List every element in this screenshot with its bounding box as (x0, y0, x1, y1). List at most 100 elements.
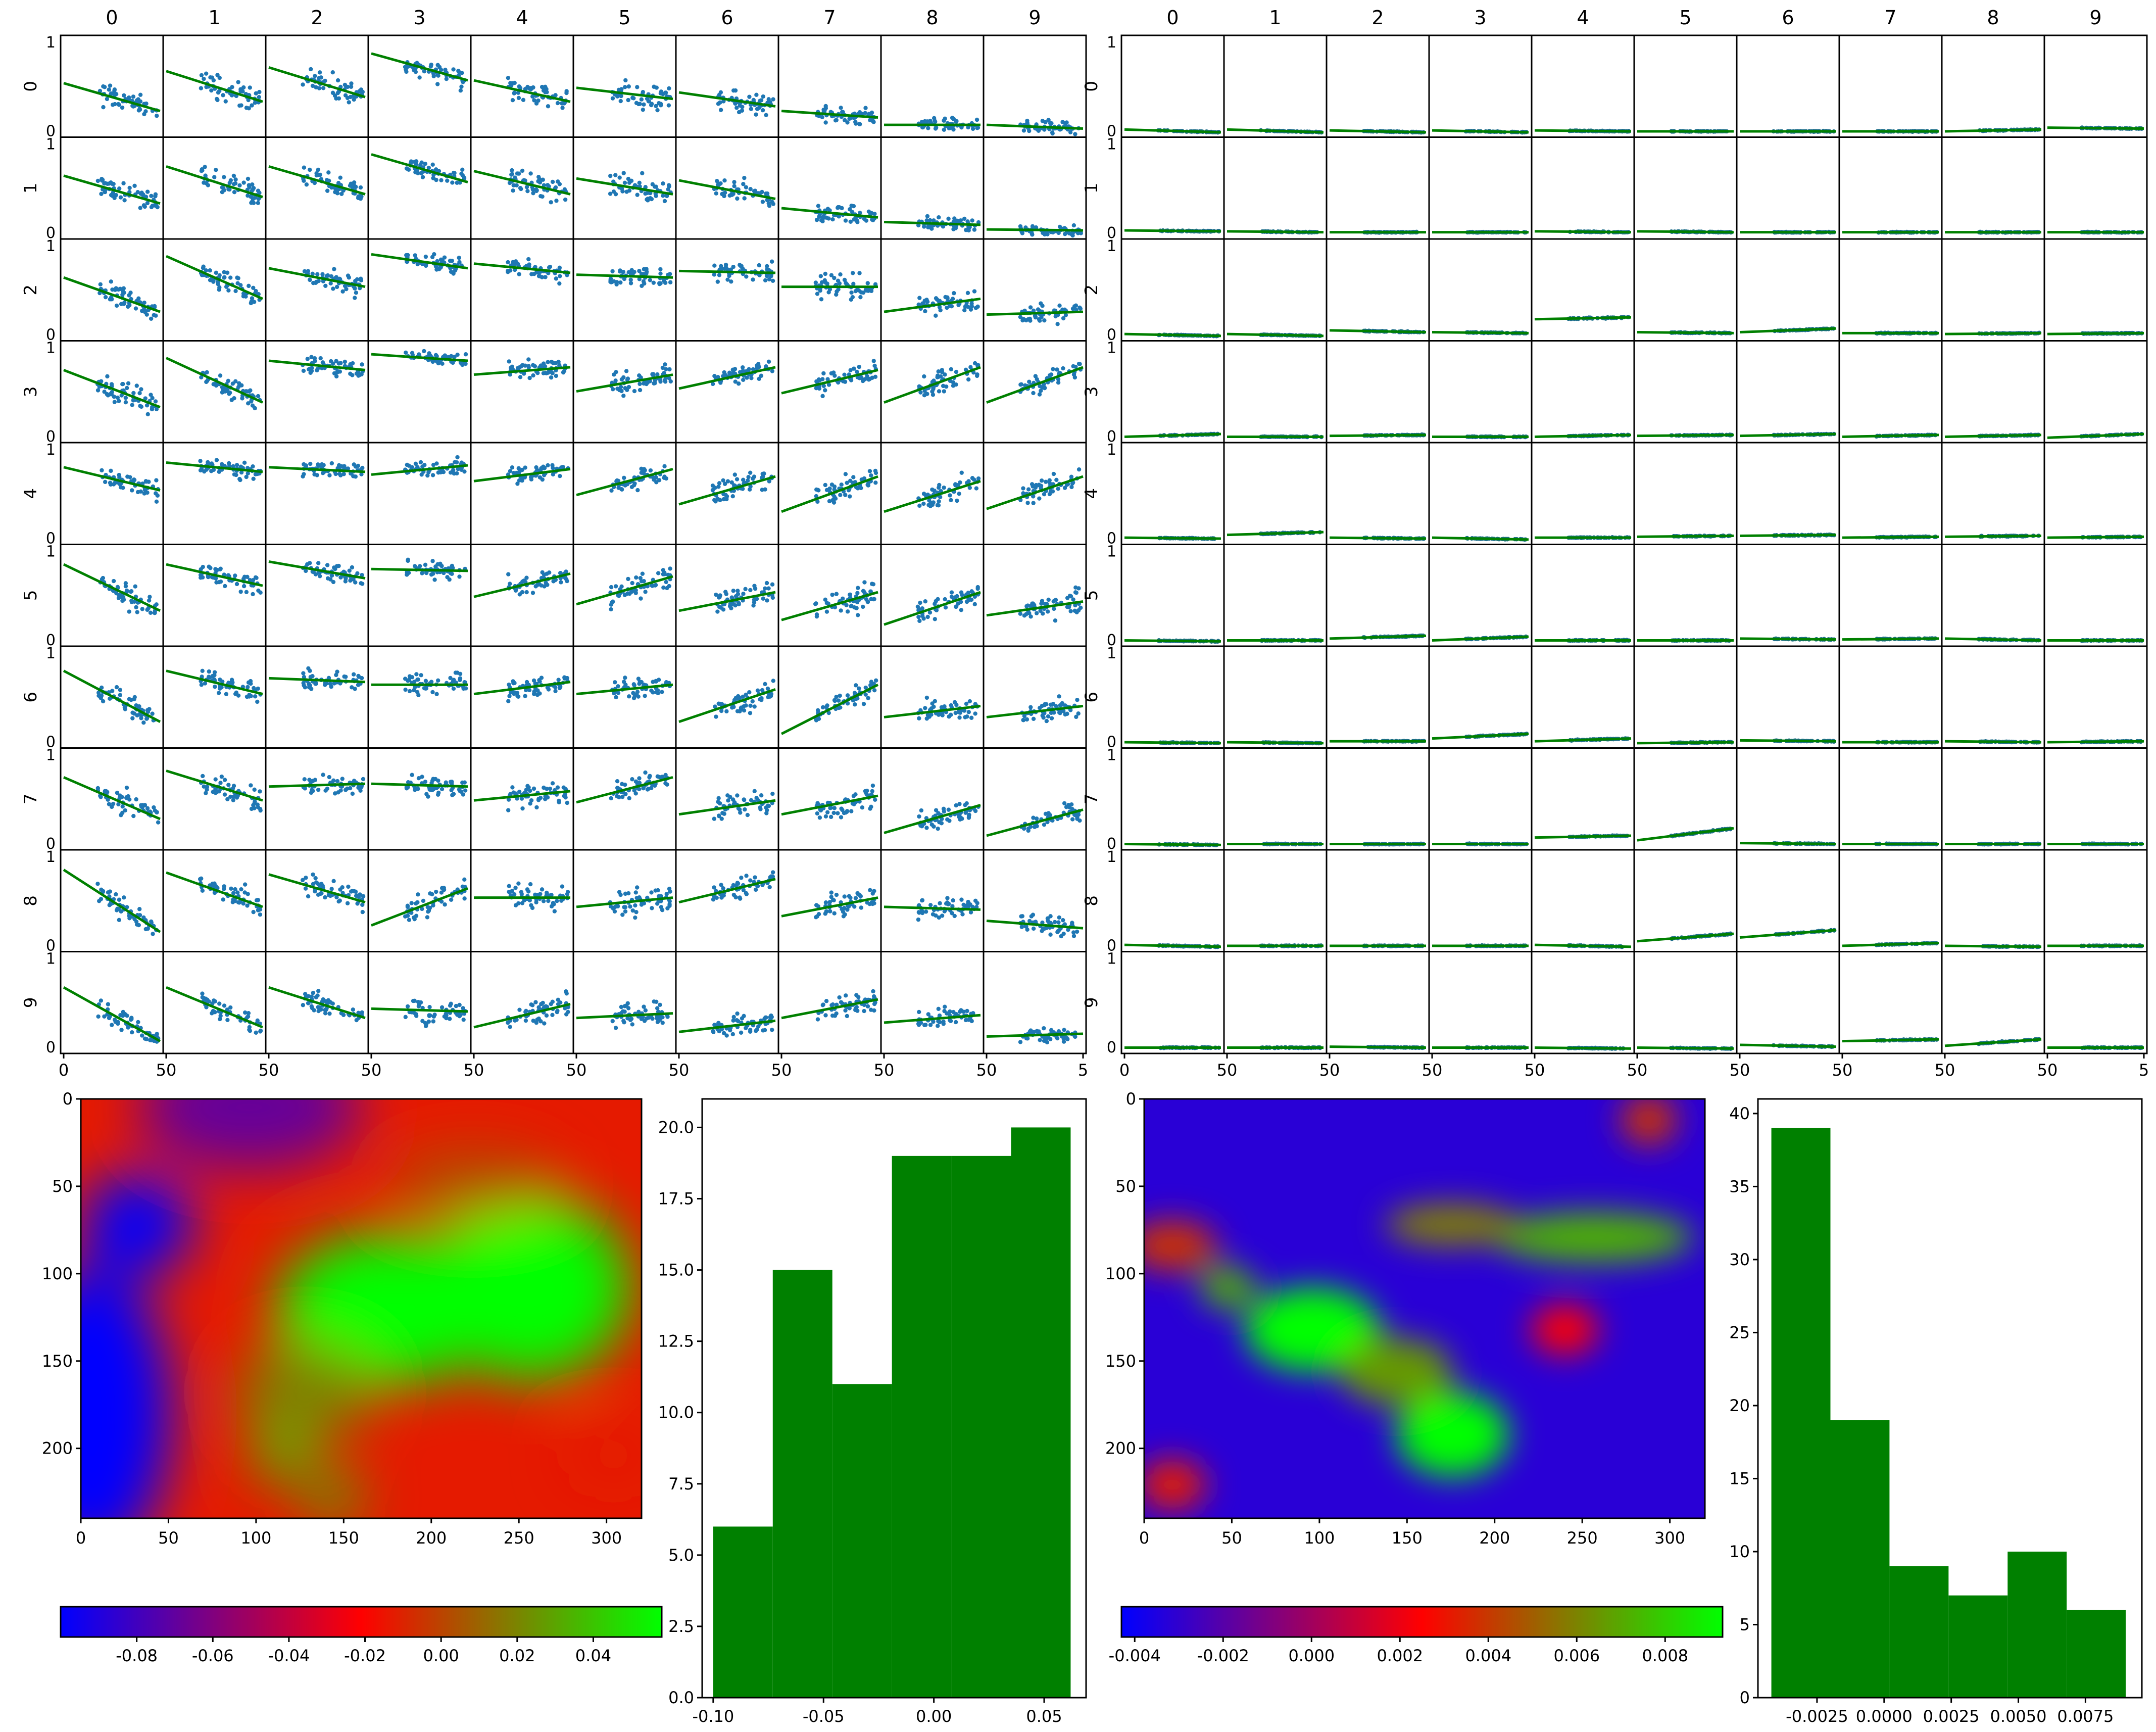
data-point (141, 203, 146, 208)
data-point (257, 89, 262, 94)
data-point (1065, 711, 1069, 716)
data-point (747, 94, 752, 99)
data-point (433, 777, 438, 782)
cell-frame (367, 136, 472, 240)
data-point (818, 274, 823, 278)
data-point (836, 205, 841, 210)
cell-frame (880, 747, 985, 851)
data-point (1046, 597, 1051, 602)
data-point (956, 601, 960, 606)
data-point (538, 363, 543, 368)
data-point (510, 364, 514, 369)
data-point (870, 119, 875, 123)
data-point (344, 576, 348, 581)
data-point (99, 191, 104, 196)
data-point (149, 194, 154, 199)
data-point (560, 884, 565, 889)
data-point (1030, 224, 1035, 229)
data-point (613, 173, 618, 177)
scatter-points (199, 165, 262, 205)
data-point (641, 107, 646, 112)
data-point (520, 806, 525, 811)
data-point (864, 597, 869, 602)
data-point (221, 897, 226, 902)
data-point (326, 170, 331, 175)
data-point (626, 98, 630, 103)
data-point (618, 99, 623, 104)
data-point (126, 381, 131, 386)
data-point (405, 913, 410, 918)
data-point (925, 614, 930, 619)
data-point (311, 872, 315, 877)
data-point (742, 175, 747, 180)
data-point (833, 118, 838, 123)
data-point (421, 898, 426, 903)
data-point (917, 618, 922, 623)
data-point (533, 584, 538, 589)
data-point (448, 676, 453, 681)
data-point (361, 894, 366, 898)
data-point (143, 927, 148, 932)
data-point (929, 822, 934, 827)
data-point (150, 711, 155, 716)
data-point (1053, 598, 1058, 602)
data-point (530, 187, 535, 192)
data-point (1071, 223, 1076, 228)
data-point (203, 681, 208, 686)
data-point (732, 184, 737, 188)
data-point (843, 472, 848, 476)
data-point (974, 486, 979, 491)
data-point (97, 88, 103, 93)
data-point (650, 584, 655, 588)
data-point (106, 890, 111, 895)
data-point (316, 561, 321, 565)
data-point (655, 774, 660, 779)
data-point (233, 887, 237, 892)
cell-frame (265, 340, 369, 444)
data-point (829, 482, 835, 487)
fit-line (63, 869, 161, 933)
data-point (113, 92, 117, 98)
figure-layer: 0 1 2 3 4 5 6 7 8 9010110210310410510610710810910… (21, 7, 2149, 1726)
data-point (154, 499, 159, 504)
data-point (1042, 232, 1047, 237)
data-point (850, 295, 855, 300)
data-point (667, 584, 671, 589)
data-point (516, 95, 521, 101)
data-point (512, 80, 517, 85)
data-point (103, 479, 108, 485)
data-point (1042, 822, 1047, 827)
data-point (537, 177, 542, 181)
data-point (323, 283, 328, 288)
data-point (614, 695, 618, 700)
data-point (1028, 705, 1033, 709)
scatter-points (1019, 801, 1082, 833)
data-point (154, 491, 158, 496)
scatter-cell (983, 544, 1087, 647)
data-point (848, 478, 853, 483)
data-point (723, 590, 728, 594)
data-point (424, 570, 429, 575)
data-point (349, 889, 354, 894)
data-point (407, 674, 412, 679)
data-point (966, 377, 971, 382)
data-point (656, 691, 660, 696)
data-point (975, 372, 979, 377)
data-point (545, 583, 550, 587)
data-point (966, 813, 971, 819)
data-point (406, 167, 411, 172)
cell-frame (367, 849, 472, 952)
data-point (557, 686, 562, 691)
data-point (339, 191, 344, 197)
data-point (729, 193, 733, 197)
data-point (307, 682, 311, 687)
data-point (255, 898, 260, 902)
cell-frame (60, 544, 164, 647)
scatter-points (608, 171, 673, 204)
scatter-cell (572, 34, 677, 138)
scatter-cell (880, 645, 985, 749)
data-point (423, 679, 428, 683)
data-point (954, 803, 958, 808)
data-point (528, 475, 533, 479)
scatter-cell (777, 544, 882, 647)
